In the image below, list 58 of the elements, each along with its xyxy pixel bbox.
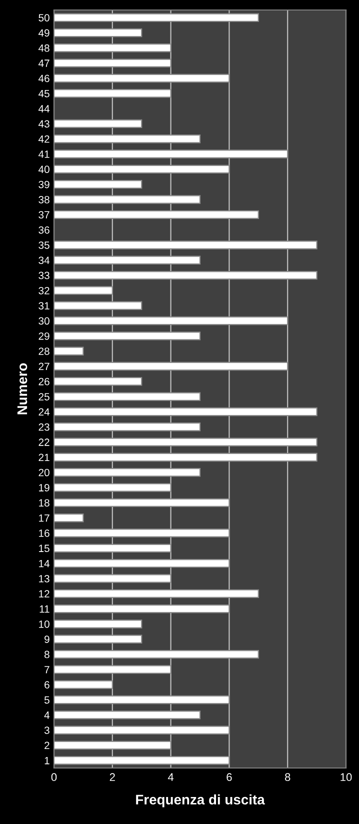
y-tick-label: 6 xyxy=(44,681,50,688)
y-tick-label: 50 xyxy=(38,14,50,22)
y-tick-label: 31 xyxy=(38,302,50,310)
y-tick-label: 23 xyxy=(38,423,50,431)
y-tick-label: 29 xyxy=(38,332,50,340)
x-tick-label: 10 xyxy=(340,773,352,782)
y-tick-label: 27 xyxy=(38,362,50,370)
y-tick-label: 8 xyxy=(44,650,50,658)
y-tick-label: 20 xyxy=(38,468,50,476)
y-tick-label: 1 xyxy=(44,757,50,764)
y-tick-label: 11 xyxy=(40,605,50,613)
y-tick-label: 45 xyxy=(38,90,50,98)
y-tick-label: 38 xyxy=(38,196,50,204)
y-tick-label: 46 xyxy=(38,74,50,82)
y-tick-label: 2 xyxy=(44,742,50,750)
y-tick-label: 34 xyxy=(38,256,50,264)
y-tick-label: 7 xyxy=(44,666,50,674)
y-tick-label: 21 xyxy=(38,454,50,461)
y-tick-label: 43 xyxy=(38,120,50,128)
y-tick-label: 3 xyxy=(44,726,50,734)
y-tick-label: 35 xyxy=(38,241,50,249)
y-tick-label: 41 xyxy=(38,150,50,158)
y-axis-title: Numero xyxy=(17,363,28,414)
y-tick-label: 39 xyxy=(38,180,50,188)
y-tick-label: 37 xyxy=(38,211,50,219)
x-tick-label: 6 xyxy=(226,773,232,782)
y-tick-label: 44 xyxy=(38,105,50,112)
x-tick-label: 4 xyxy=(168,773,174,781)
y-tick-label: 13 xyxy=(39,575,50,582)
y-tick-label: 14 xyxy=(39,560,50,568)
y-tick-label: 33 xyxy=(38,272,50,280)
y-tick-label: 9 xyxy=(44,636,50,644)
x-tick-label: 8 xyxy=(284,773,290,782)
y-tick-label: 47 xyxy=(38,60,50,67)
y-tick-label: 18 xyxy=(39,499,50,507)
y-tick-label: 40 xyxy=(38,166,50,174)
y-tick-label: 4 xyxy=(44,712,50,719)
y-tick-label: 36 xyxy=(38,226,50,234)
y-tick-label: 10 xyxy=(39,620,50,628)
x-tick-label: 2 xyxy=(110,773,115,781)
y-tick-label: 26 xyxy=(38,378,50,386)
y-tick-label: 28 xyxy=(38,348,50,355)
x-axis-title: Frequenza di uscita xyxy=(136,794,265,808)
y-tick-label: 12 xyxy=(39,590,50,598)
y-tick-label: 49 xyxy=(38,29,50,37)
y-tick-label: 22 xyxy=(38,438,50,446)
x-tick-label: 0 xyxy=(51,773,57,782)
y-tick-label: 15 xyxy=(39,544,50,552)
y-tick-label: 24 xyxy=(38,408,50,416)
y-tick-label: 25 xyxy=(38,393,50,400)
y-tick-label: 42 xyxy=(38,135,50,143)
y-tick-label: 16 xyxy=(39,530,50,537)
y-tick-label: 30 xyxy=(38,317,50,325)
y-tick-label: 32 xyxy=(38,286,50,294)
y-tick-label: 17 xyxy=(39,514,50,522)
y-tick-label: 19 xyxy=(39,484,50,492)
y-tick-label: 48 xyxy=(38,44,50,52)
y-tick-label: 5 xyxy=(44,696,50,704)
